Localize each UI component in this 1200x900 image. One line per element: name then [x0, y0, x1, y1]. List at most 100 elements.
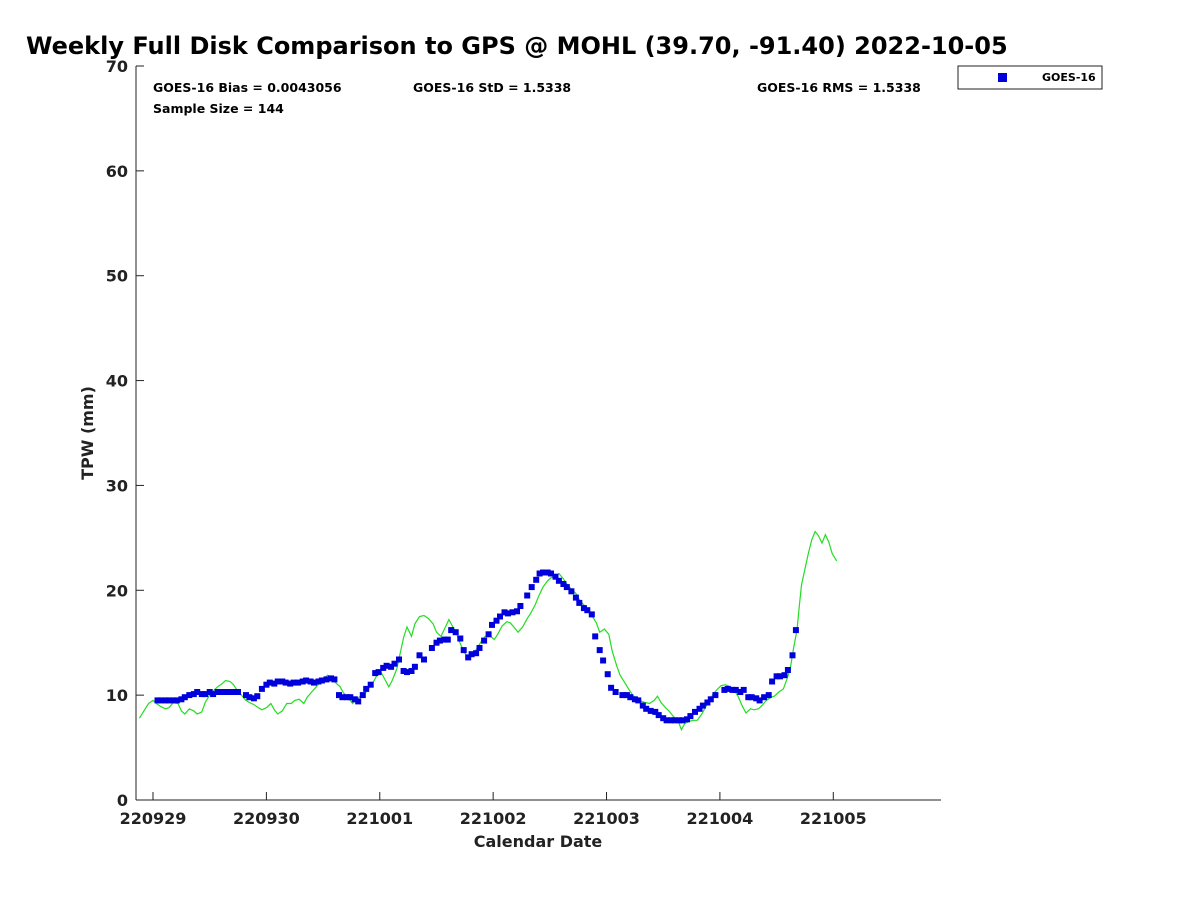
goes16-point — [692, 708, 698, 715]
goes16-point — [287, 680, 294, 687]
goes16-point — [339, 694, 346, 701]
goes16-point — [351, 696, 358, 703]
goes16-point — [576, 599, 583, 606]
goes16-point — [753, 695, 760, 702]
goes16-point — [178, 696, 185, 703]
goes16-point — [279, 678, 286, 685]
goes16-point — [745, 694, 752, 701]
goes16-point — [769, 678, 776, 685]
goes16-point — [732, 686, 739, 693]
goes16-point — [254, 693, 261, 700]
goes16-point — [568, 588, 575, 595]
x-axis-label: Calendar Date — [474, 832, 603, 851]
y-tick-label: 50 — [106, 267, 128, 286]
goes16-point — [246, 694, 253, 701]
goes16-point — [154, 697, 161, 704]
goes16-point — [258, 685, 265, 692]
goes16-point — [173, 697, 180, 704]
goes16-point — [336, 692, 342, 699]
goes16-point — [444, 636, 451, 643]
goes16-point — [517, 603, 524, 609]
y-tick-label: 60 — [106, 162, 128, 181]
goes16-point — [555, 577, 562, 584]
goes16-point — [457, 635, 464, 642]
goes16-point — [588, 611, 595, 618]
goes16-point — [663, 717, 670, 724]
goes16-point — [748, 694, 755, 701]
goes16-point — [572, 594, 579, 601]
goes16-point — [408, 668, 415, 674]
goes16-point — [263, 681, 270, 688]
goes16-point — [552, 573, 559, 580]
goes16-point — [696, 705, 703, 712]
goes16-point — [608, 684, 615, 691]
goes16-point — [157, 697, 164, 704]
goes16-point — [194, 689, 201, 695]
goes16-point — [504, 610, 511, 617]
goes16-point — [528, 584, 535, 591]
goes16-point — [501, 609, 508, 616]
y-tick-label: 20 — [106, 581, 128, 600]
goes16-point — [704, 699, 711, 706]
goes16-point — [311, 679, 317, 686]
goes16-point — [580, 605, 587, 612]
x-tick-label: 221005 — [800, 809, 867, 828]
goes16-point — [380, 664, 387, 671]
goes16-point — [198, 691, 205, 698]
sample-size-stat: Sample Size = 144 — [153, 101, 284, 116]
y-tick-label: 40 — [106, 372, 128, 391]
goes16-point — [307, 678, 314, 685]
goes16-point — [756, 697, 763, 704]
legend-box — [957, 65, 1103, 90]
goes16-point — [218, 689, 224, 695]
goes16-point — [489, 621, 495, 628]
goes16-point — [331, 676, 338, 683]
goes16-point — [266, 679, 273, 686]
goes16-point — [210, 691, 217, 698]
goes16-point — [668, 717, 675, 724]
goes16-point — [524, 592, 531, 599]
goes16-point — [222, 689, 229, 695]
goes16-point — [671, 717, 678, 724]
goes16-point — [765, 692, 772, 699]
goes16-point — [303, 677, 310, 684]
goes16-point — [416, 652, 423, 659]
goes16-point — [165, 697, 172, 704]
goes16-point — [660, 715, 667, 722]
plot-area — [136, 66, 941, 800]
goes16-point — [627, 694, 634, 701]
goes16-point — [481, 637, 488, 644]
legend-label-goes16: GOES-16 — [1042, 71, 1096, 84]
goes16-point — [367, 681, 374, 688]
goes16-point — [282, 679, 289, 686]
goes16-point — [592, 633, 599, 640]
goes16-point — [359, 692, 366, 699]
goes16-point — [712, 692, 719, 699]
goes16-point — [761, 694, 768, 701]
y-tick-label: 10 — [106, 686, 128, 705]
axis-ticks: 0 10 20 30 40 50 60 70 220929 220930 221001 221002 2… — [106, 57, 867, 828]
x-tick-label: 220930 — [233, 809, 300, 828]
goes16-point — [652, 708, 659, 715]
goes16-point — [250, 695, 257, 702]
goes16-point — [740, 686, 747, 693]
goes16-point — [411, 663, 418, 670]
goes16-point — [433, 639, 440, 646]
x-tick-label: 221002 — [460, 809, 527, 828]
goes16-point — [544, 569, 551, 576]
goes16-point — [328, 675, 334, 682]
y-tick-label: 0 — [117, 791, 128, 810]
goes16-point — [497, 613, 503, 620]
goes16-point — [792, 627, 799, 634]
goes16-point — [676, 717, 683, 724]
goes16-point — [600, 657, 607, 664]
goes16-point — [271, 680, 278, 687]
goes16-point — [707, 696, 714, 703]
goes16-point — [789, 652, 796, 659]
goes16-point — [612, 689, 619, 695]
goes16-point — [687, 713, 694, 720]
goes16-point — [729, 686, 736, 693]
goes16-point — [441, 636, 448, 643]
goes16-point — [290, 679, 297, 686]
